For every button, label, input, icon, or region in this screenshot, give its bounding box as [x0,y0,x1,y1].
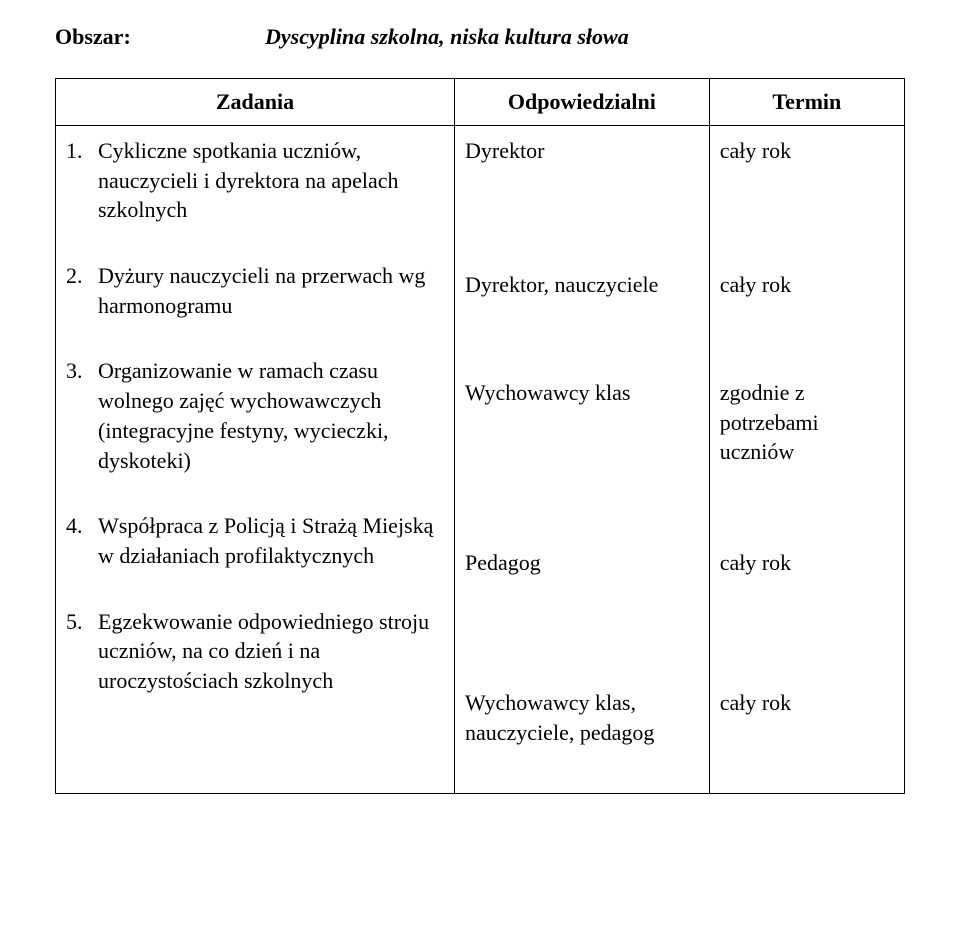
item-number: 5. [66,607,98,696]
list-item: 3. Organizowanie w ramach czasu wolnego … [66,356,444,475]
list-item: 4. Współpraca z Policją i Strażą Miejską… [66,511,444,570]
item-number: 2. [66,261,98,320]
table-row: 1. Cykliczne spotkania uczniów, nauczyci… [56,126,905,794]
term-text: cały rok [720,270,894,342]
item-text: Organizowanie w ramach czasu wolnego zaj… [98,356,444,475]
header-row: Obszar: Dyscyplina szkolna, niska kultur… [55,24,905,50]
col-header-termin: Termin [709,79,904,126]
cell-termin: cały rok cały rok zgodnie z potrzebami u… [709,126,904,794]
main-table: Zadania Odpowiedzialni Termin 1. Cyklicz… [55,78,905,794]
header-label: Obszar: [55,24,265,50]
cell-zadania: 1. Cykliczne spotkania uczniów, nauczyci… [56,126,455,794]
list-item: 1. Cykliczne spotkania uczniów, nauczyci… [66,136,444,225]
list-item: 2. Dyżury nauczycieli na przerwach wg ha… [66,261,444,320]
item-text: Współpraca z Policją i Strażą Miejską w … [98,511,444,570]
col-header-odpowiedzialni: Odpowiedzialni [455,79,710,126]
term-text: cały rok [720,548,894,652]
item-number: 4. [66,511,98,570]
term-text: cały rok [720,136,894,234]
item-text: Cykliczne spotkania uczniów, nauczycieli… [98,136,444,225]
header-value: Dyscyplina szkolna, niska kultura słowa [265,24,629,50]
responsible-text: Dyrektor, nauczyciele [465,270,699,342]
table-header-row: Zadania Odpowiedzialni Termin [56,79,905,126]
item-text: Egzekwowanie odpowiedniego stroju ucznió… [98,607,444,696]
item-number: 3. [66,356,98,475]
responsible-text: Dyrektor [465,136,699,234]
list-item: 5. Egzekwowanie odpowiedniego stroju ucz… [66,607,444,696]
item-text: Dyżury nauczycieli na przerwach wg harmo… [98,261,444,320]
cell-odpowiedzialni: Dyrektor Dyrektor, nauczyciele Wychowawc… [455,126,710,794]
col-header-zadania: Zadania [56,79,455,126]
term-text: cały rok [720,688,894,718]
term-text: zgodnie z potrzebami uczniów [720,378,894,512]
responsible-text: Wychowawcy klas, nauczyciele, pedagog [465,688,699,747]
responsible-text: Wychowawcy klas [465,378,699,512]
item-number: 1. [66,136,98,225]
responsible-text: Pedagog [465,548,699,652]
